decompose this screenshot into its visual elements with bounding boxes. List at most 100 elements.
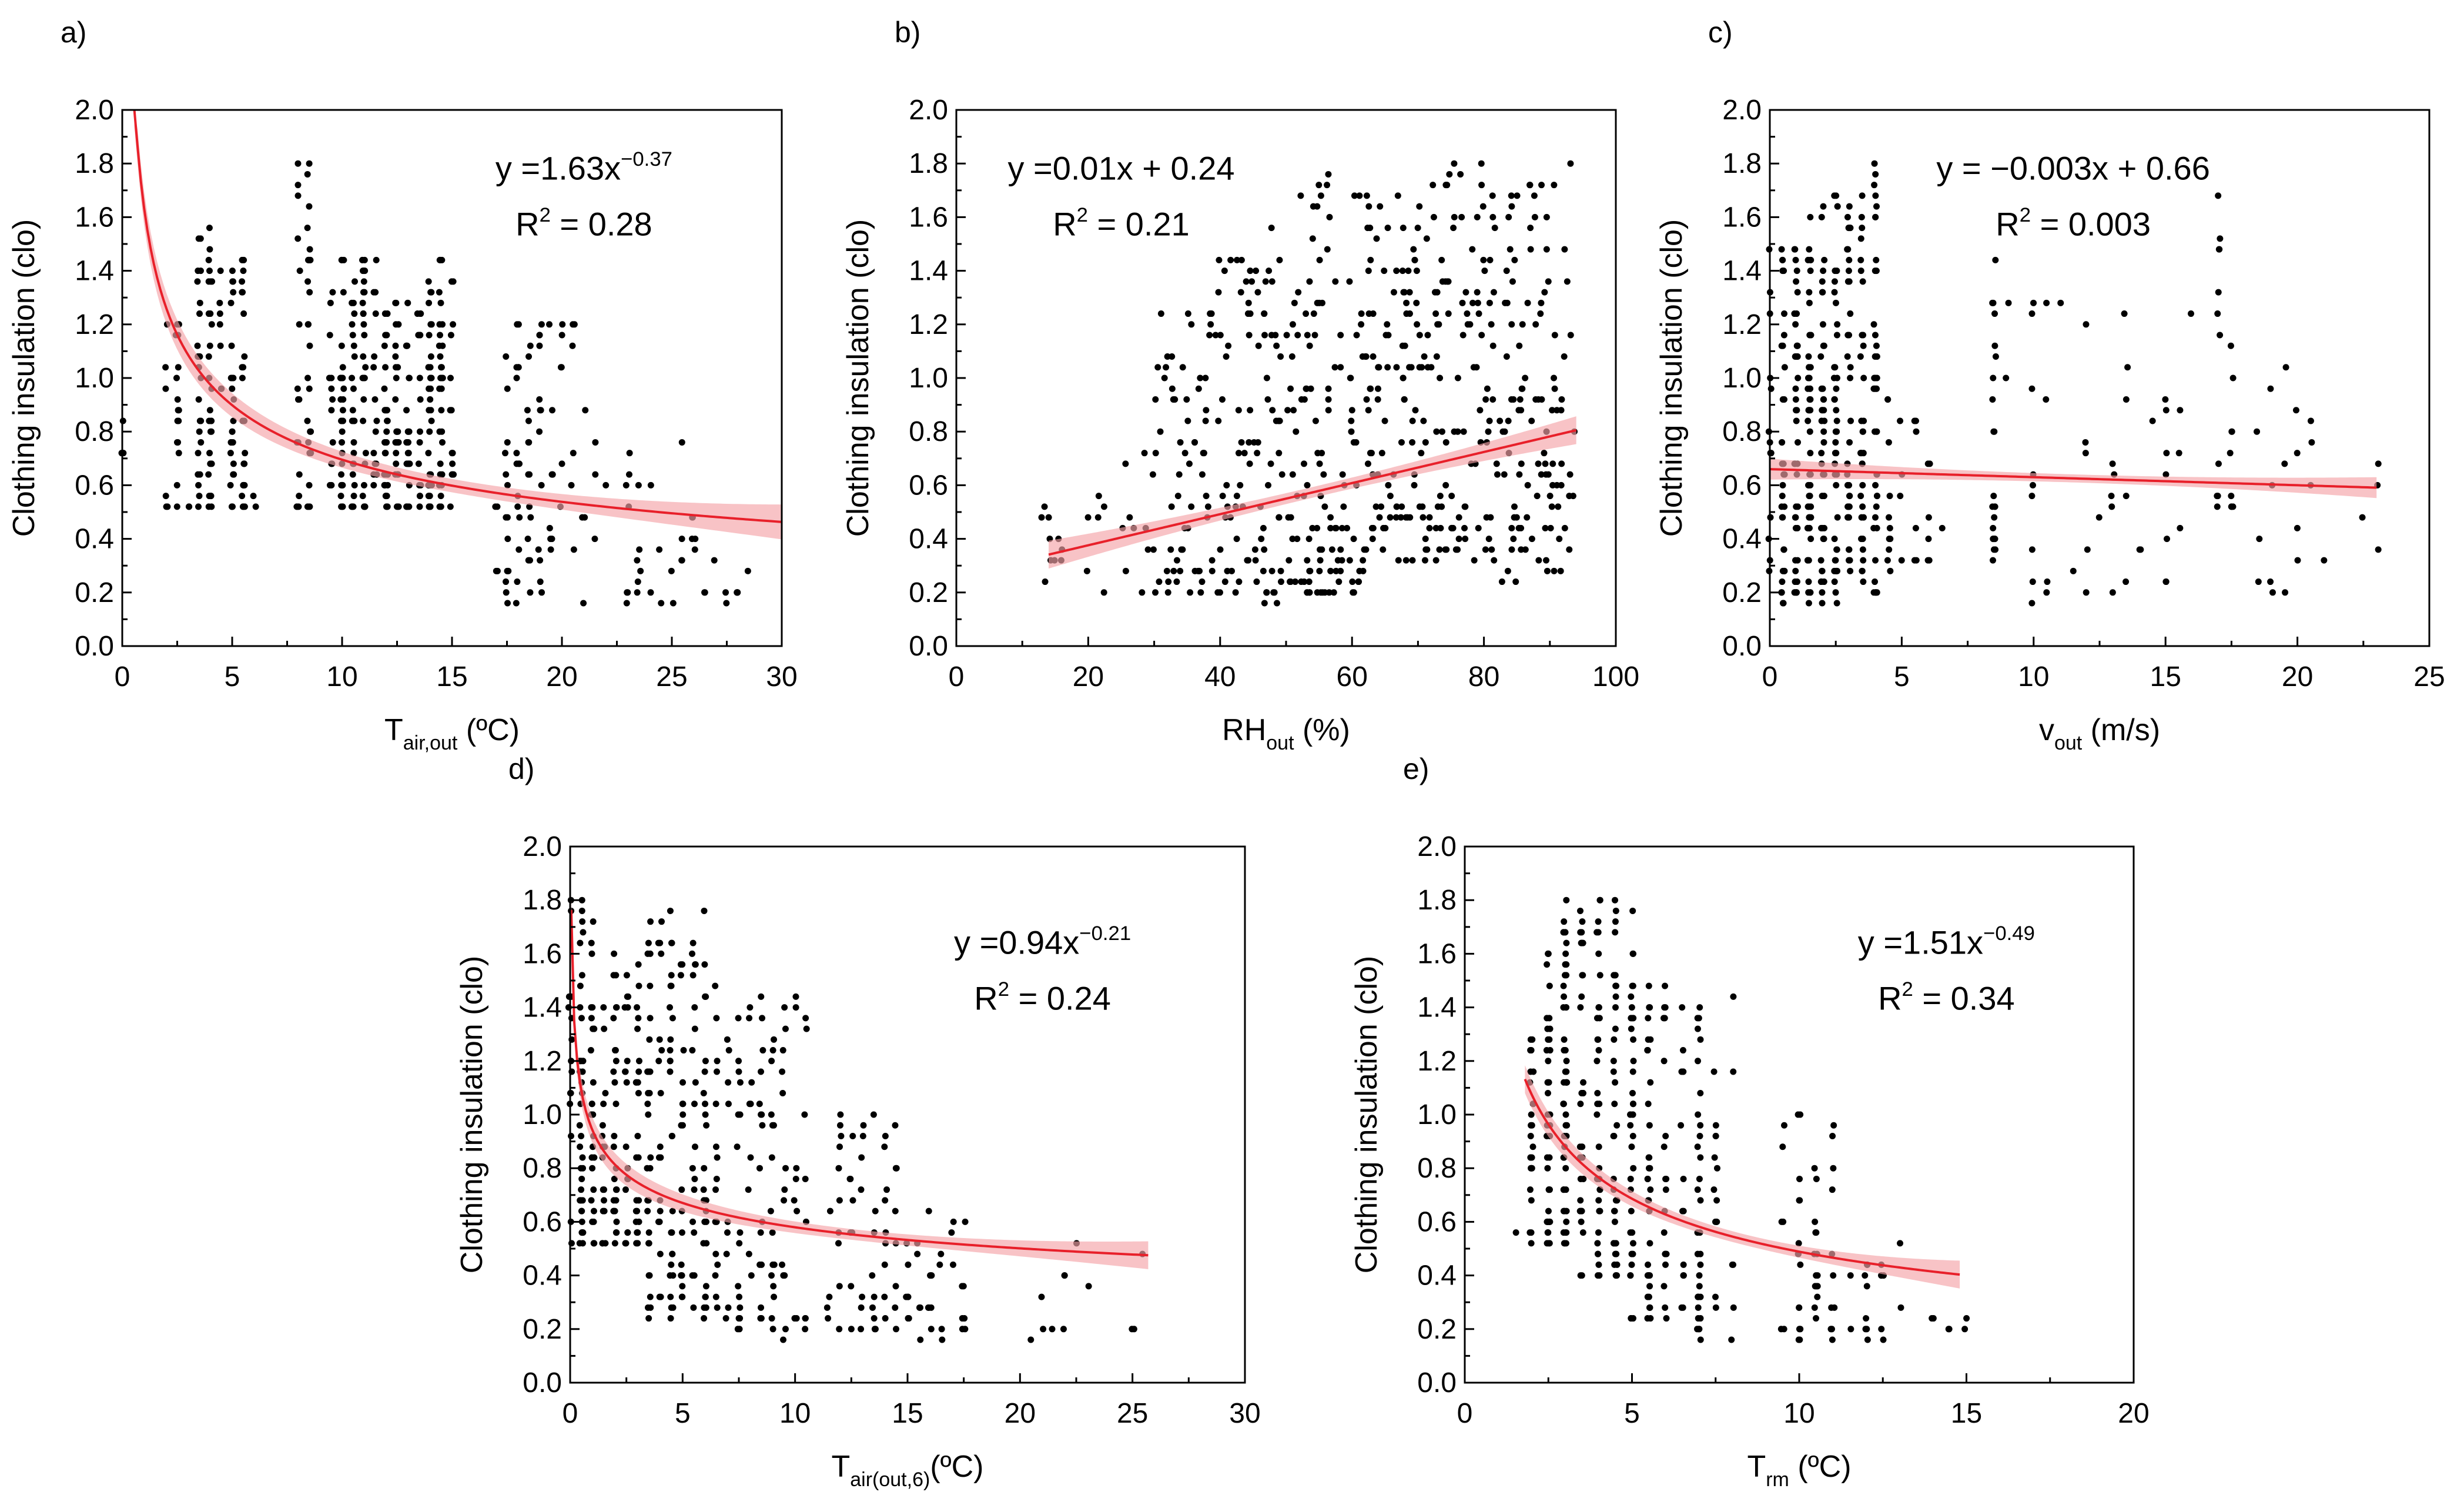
data-point xyxy=(691,1100,698,1108)
data-point xyxy=(514,321,521,328)
data-point xyxy=(635,1068,642,1075)
data-point xyxy=(1207,310,1214,317)
data-point xyxy=(1314,299,1321,306)
data-point xyxy=(340,256,347,263)
panel-label: e) xyxy=(1403,752,1429,785)
data-point xyxy=(362,450,369,457)
data-point xyxy=(645,1090,652,1097)
data-point xyxy=(360,353,367,360)
y-tick-label: 2.0 xyxy=(75,95,114,126)
data-point xyxy=(175,417,182,424)
data-point xyxy=(1173,557,1180,564)
data-point xyxy=(1485,536,1492,543)
r-squared-superscript: 2 xyxy=(540,204,551,226)
x-tick-label: 15 xyxy=(1951,1398,1982,1429)
data-point xyxy=(1795,1240,1802,1247)
data-point xyxy=(579,918,586,925)
data-point xyxy=(1821,417,1828,424)
data-point xyxy=(2267,385,2274,392)
data-point xyxy=(1251,546,1258,553)
data-point xyxy=(1662,1004,1669,1011)
data-point xyxy=(1353,332,1360,339)
data-point xyxy=(1629,1068,1636,1075)
data-point xyxy=(1202,417,1209,424)
data-point xyxy=(1403,310,1410,317)
data-point xyxy=(1401,289,1408,296)
data-point xyxy=(1409,557,1416,564)
data-point xyxy=(634,589,641,596)
data-point xyxy=(196,428,203,435)
data-point xyxy=(712,1293,719,1300)
data-point xyxy=(1181,450,1189,457)
data-point xyxy=(1845,546,1852,553)
data-point xyxy=(1200,450,1207,457)
data-point xyxy=(383,428,390,435)
data-point xyxy=(1886,546,1893,553)
data-point xyxy=(1695,1015,1702,1022)
data-point xyxy=(633,1240,640,1247)
data-point xyxy=(2028,546,2036,553)
data-point xyxy=(892,1283,899,1290)
data-point xyxy=(1400,225,1407,232)
data-point xyxy=(1556,536,1563,543)
data-point xyxy=(1169,353,1176,360)
data-point xyxy=(1991,310,1998,317)
data-point xyxy=(578,972,585,979)
data-point xyxy=(1402,557,1410,564)
data-point xyxy=(329,439,336,446)
data-point xyxy=(1796,1175,1803,1182)
data-point xyxy=(1186,460,1193,467)
data-point xyxy=(1508,546,1515,553)
data-point xyxy=(1872,213,1879,220)
data-point xyxy=(1795,1336,1802,1343)
data-point xyxy=(1223,353,1230,360)
data-point xyxy=(350,493,357,500)
data-point xyxy=(1368,524,1375,531)
data-point xyxy=(702,1283,709,1290)
data-point xyxy=(393,321,400,328)
y-tick-label: 0.2 xyxy=(75,577,114,608)
data-point xyxy=(557,364,564,371)
data-point xyxy=(948,1229,955,1236)
data-point xyxy=(304,170,311,178)
data-point xyxy=(2375,460,2382,467)
data-point xyxy=(1829,1132,1836,1139)
data-point xyxy=(1805,557,1812,564)
data-point xyxy=(1310,310,1317,317)
y-tick-label: 0.0 xyxy=(1722,631,1762,662)
data-point xyxy=(337,396,344,403)
data-point xyxy=(349,471,356,478)
data-point xyxy=(1528,1122,1535,1129)
data-point xyxy=(1430,213,1437,220)
data-point xyxy=(623,600,630,607)
data-point xyxy=(1494,471,1501,478)
data-point xyxy=(591,536,598,543)
data-point xyxy=(1991,503,1998,510)
r-squared-rest: = 0.21 xyxy=(1088,206,1190,243)
data-point xyxy=(1661,1015,1668,1022)
data-point xyxy=(1696,1283,1703,1290)
data-point xyxy=(1806,299,1813,306)
data-point xyxy=(1314,450,1321,457)
data-point xyxy=(1595,950,1602,957)
data-point xyxy=(2030,299,2037,306)
data-point xyxy=(304,374,312,382)
data-point xyxy=(1863,1326,1870,1333)
data-point xyxy=(1364,460,1371,467)
data-point xyxy=(1562,1165,1569,1172)
data-point xyxy=(1355,578,1362,586)
data-point xyxy=(645,1240,652,1247)
data-point xyxy=(1474,299,1481,306)
data-point xyxy=(679,1079,687,1086)
data-point xyxy=(1248,278,1256,285)
data-point xyxy=(1560,1100,1567,1108)
data-point xyxy=(1844,213,1851,220)
data-point xyxy=(893,1165,900,1172)
data-point xyxy=(1462,289,1469,296)
data-point xyxy=(1558,460,1565,467)
data-point xyxy=(1712,1304,1719,1311)
data-point xyxy=(1629,1111,1636,1118)
data-point xyxy=(360,310,367,317)
data-point xyxy=(1288,353,1295,360)
data-point xyxy=(1337,567,1344,574)
